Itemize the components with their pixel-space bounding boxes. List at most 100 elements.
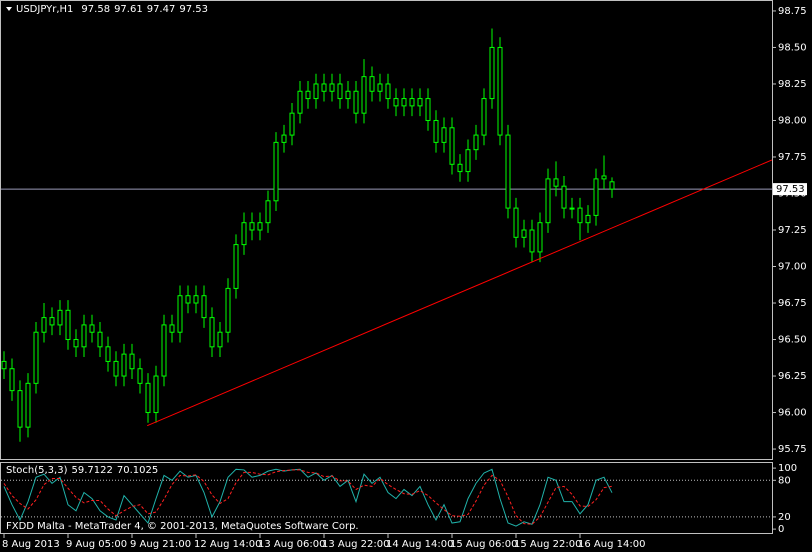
y-tick-label: 80: [778, 475, 791, 486]
candle-body: [345, 90, 351, 100]
candle-body: [257, 222, 263, 231]
candle-body: [169, 324, 175, 333]
y-tick-label: 98.50: [778, 42, 807, 53]
candle-body: [561, 185, 567, 209]
candle-body: [1, 360, 7, 370]
candle-body: [329, 83, 335, 92]
candle-body: [417, 98, 423, 107]
x-tick-label: 14 Aug 14:00: [386, 539, 453, 550]
candle-body: [89, 324, 95, 333]
candle-body: [241, 222, 247, 246]
indicator-header: Stoch(5,3,3) 59.7122 70.1025: [6, 465, 158, 476]
candle-body: [49, 317, 55, 326]
candle-body: [137, 368, 143, 384]
price-label-box: [773, 183, 807, 196]
candle-body: [177, 295, 183, 333]
candle-body: [489, 46, 495, 100]
candle-body: [457, 163, 463, 173]
candle-body: [609, 181, 615, 190]
candle-body: [145, 382, 151, 414]
y-tick-label: 96.50: [778, 335, 807, 346]
y-tick-label: 0: [778, 524, 784, 535]
candle-body: [393, 98, 399, 107]
candle-body: [81, 324, 87, 348]
candle-body: [321, 83, 327, 92]
price-label: 97.53: [776, 184, 805, 195]
candle-body: [265, 200, 271, 224]
candle-body: [377, 83, 383, 92]
candle-body: [233, 244, 239, 289]
candle-body: [17, 390, 23, 428]
candle-body: [105, 346, 111, 362]
x-tick-label: 16 Aug 14:00: [578, 539, 645, 550]
candle-body: [369, 76, 375, 92]
candle-body: [401, 98, 407, 107]
candle-body: [513, 207, 519, 238]
candle-body: [281, 134, 287, 143]
candle-body: [585, 214, 591, 224]
candle-body: [25, 382, 31, 428]
indicator-name: Stoch(5,3,3): [6, 465, 68, 476]
stoch-line: [3, 468, 613, 527]
candle-body: [113, 360, 119, 377]
candle-body: [529, 229, 535, 253]
ohlc-value: 97.53: [179, 4, 208, 15]
candle-body: [553, 178, 559, 187]
candle-body: [521, 229, 527, 238]
candle-body: [161, 324, 167, 377]
indicator-value: 59.7122: [71, 465, 112, 476]
candle-body: [545, 178, 551, 224]
candle-body: [385, 83, 391, 100]
candle-body: [225, 287, 231, 333]
candle-body: [185, 295, 191, 304]
candle-body: [409, 98, 415, 107]
candle-body: [601, 175, 607, 180]
candle-body: [481, 98, 487, 136]
candle-body: [209, 317, 215, 348]
y-tick-label: 20: [778, 512, 791, 523]
candle-body: [65, 309, 71, 341]
x-tick-label: 13 Aug 06:00: [258, 539, 325, 550]
y-tick-label: 98.00: [778, 115, 807, 126]
candle-body: [153, 375, 159, 414]
chart-header: USDJPYr,H1 97.58 97.61 97.47 97.53: [16, 4, 208, 15]
candle-body: [9, 368, 15, 392]
menu-triangle[interactable]: [6, 7, 12, 11]
candle-body: [57, 309, 63, 326]
x-tick-label: 8 Aug 2013: [2, 539, 60, 550]
candle-body: [449, 127, 455, 165]
candle-body: [593, 178, 599, 216]
candle-body: [361, 76, 367, 114]
ohlc-value: 97.58: [81, 4, 110, 15]
symbol: USDJPYr,H1: [16, 4, 73, 15]
candle-body: [473, 134, 479, 151]
ohlc-value: 97.61: [114, 4, 143, 15]
candle-body: [41, 317, 47, 333]
candle-body: [313, 83, 319, 100]
stoch-pane-border: [0, 462, 773, 534]
candle-body: [129, 353, 135, 370]
y-tick-label: 96.00: [778, 408, 807, 419]
candle-body: [249, 222, 255, 231]
candle-body: [193, 295, 199, 304]
candle-body: [97, 331, 103, 348]
candle-body: [577, 207, 583, 224]
candle-body: [273, 141, 279, 202]
footer: FXDD Malta - MetaTrader 4, © 2001-2013, …: [6, 521, 359, 532]
stoch-line: [3, 469, 613, 525]
candle-body: [425, 98, 431, 121]
y-tick-label: 97.25: [778, 225, 807, 236]
x-tick-label: 12 Aug 14:00: [194, 539, 261, 550]
x-tick-label: 15 Aug 06:00: [450, 539, 517, 550]
candle-body: [201, 295, 207, 319]
y-tick-label: 97.75: [778, 152, 807, 163]
candle-body: [289, 112, 295, 136]
candle-body: [217, 331, 223, 348]
y-tick-label: 98.75: [778, 6, 807, 17]
candle-body: [297, 90, 303, 114]
x-tick-label: 9 Aug 05:00: [66, 539, 127, 550]
x-tick-label: 9 Aug 21:00: [130, 539, 191, 550]
candle-body: [465, 149, 471, 173]
